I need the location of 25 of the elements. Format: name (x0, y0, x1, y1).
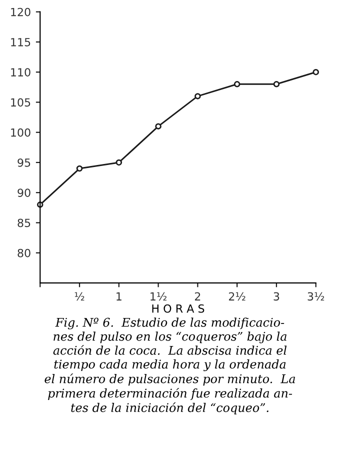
x-tick-label: 3½ (308, 292, 324, 301)
x-tick-label: 2½ (228, 292, 246, 301)
y-tick-label: 120 (11, 8, 30, 16)
x-tick-label: 2 (194, 292, 200, 300)
x-axis-title: H O R A S (152, 304, 204, 313)
y-tick-label: 80 (18, 248, 30, 258)
y-tick-label: 85 (18, 218, 30, 228)
point (76, 165, 83, 172)
point (155, 123, 162, 130)
y-tick-label: 105 (11, 98, 30, 107)
y-tick-label: 100 (11, 128, 30, 137)
point (116, 159, 122, 166)
point (312, 68, 319, 76)
point (194, 93, 201, 100)
x-tick-label: ½ (74, 292, 84, 301)
x-tick-label: 1½ (150, 292, 167, 301)
point (234, 81, 240, 88)
point (273, 81, 280, 88)
y-tick-label: 115 (11, 38, 30, 46)
text: Fig. Nº 6. Estudio de las modificacio- nes del pulso en los “coqueros” bajo la acción de la coca. La abscisa indica el tiempo cada media hora y la ordenada el número de pulsaciones por minuto. La primera determinación fue realizada an- tes de la iniciación del “coqueo”. (44, 318, 295, 414)
y-tick-label: 110 (11, 68, 30, 76)
y-tick-label: 95 (18, 158, 30, 167)
x-tick-label: 3 (274, 292, 280, 301)
y-tick-label: 90 (18, 188, 30, 197)
x-tick-label: 1 (116, 292, 122, 300)
